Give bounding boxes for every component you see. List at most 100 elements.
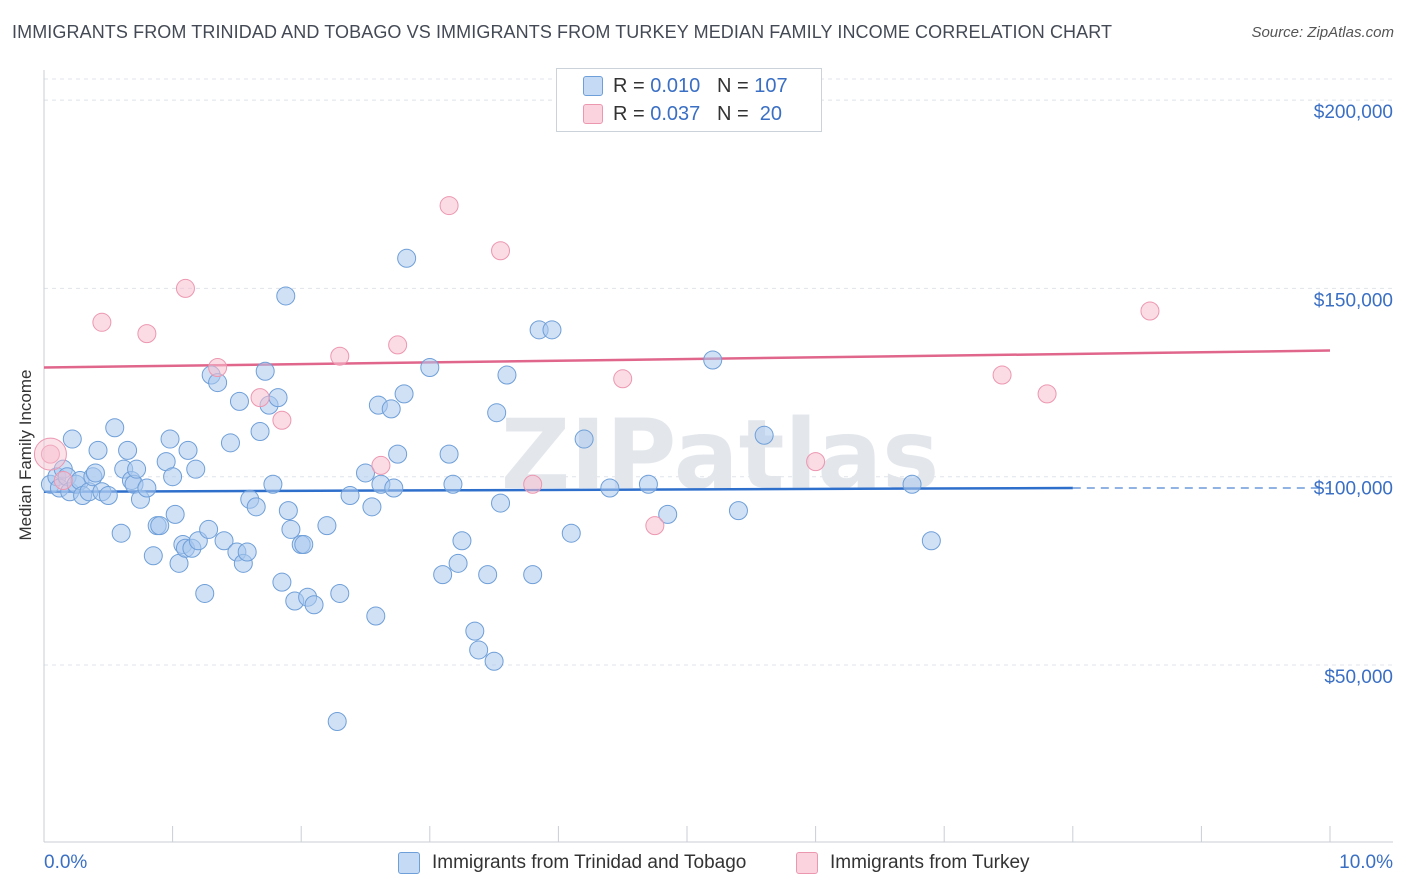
y-tick-label: $200,000 [1314,102,1393,123]
point-trinidad [448,553,468,573]
point-trinidad [237,542,257,562]
point-turkey [645,516,665,536]
point-turkey-large [33,437,67,471]
point-turkey [439,196,459,216]
series-legend: Immigrants from Trinidad and Tobago Immi… [0,852,1406,878]
point-trinidad [356,463,375,483]
point-trinidad [268,388,288,408]
point-trinidad [439,444,459,464]
r-label: R = [613,102,645,125]
point-trinidad [214,531,234,551]
point-trinidad [278,501,298,521]
point-trinidad [137,478,157,498]
point-trinidad [728,501,748,521]
point-trinidad [600,478,620,498]
point-trinidad [366,606,386,626]
point-trinidad [340,486,360,506]
n-label: N = [716,74,749,97]
legend-label-turkey: Immigrants from Turkey [830,852,1030,873]
point-trinidad [384,478,404,498]
point-trinidad [921,531,941,551]
point-trinidad [317,516,337,536]
source-label: Source: ZipAtlas.com [1251,24,1394,41]
y-tick-label: $50,000 [1324,667,1393,688]
point-trinidad [465,621,485,641]
point-trinidad [574,429,594,449]
point-trinidad [229,391,249,411]
point-trinidad [111,523,131,543]
legend-swatch-blue [583,76,603,96]
point-turkey [1037,384,1057,404]
point-turkey [250,388,270,408]
data-points [33,196,1160,731]
x-tick-label: 0.0% [44,852,87,873]
point-turkey [40,444,60,464]
point-trinidad [195,583,215,603]
point-trinidad [220,433,240,453]
point-trinidad [199,519,219,539]
point-trinidad [491,493,511,513]
point-trinidad [362,497,382,517]
point-trinidad [178,440,198,460]
point-trinidad [246,497,266,517]
point-trinidad [272,572,292,592]
trend-line-trinidad [43,486,1073,494]
point-turkey [208,358,228,378]
point-trinidad [433,565,453,585]
point-trinidad [394,384,414,404]
point-trinidad [163,467,183,487]
point-trinidad [388,444,408,464]
point-trinidad [443,474,463,494]
point-turkey [53,470,73,490]
point-trinidad [523,565,543,585]
point-trinidad [98,486,118,506]
legend-swatch-pink [796,852,818,874]
y-tick-label: $150,000 [1314,290,1393,311]
point-turkey [388,335,408,355]
watermark: ZIPatlas [501,399,940,511]
point-trinidad [452,531,472,551]
point-turkey [806,452,826,472]
point-trinidad [118,440,138,460]
chart-title: IMMIGRANTS FROM TRINIDAD AND TOBAGO VS I… [12,22,1113,42]
point-turkey [175,278,195,298]
n-label: N = [716,102,749,125]
point-trinidad [330,583,350,603]
point-trinidad [85,463,105,483]
point-turkey [523,474,543,494]
legend-swatch-blue [398,852,420,874]
point-trinidad [658,504,678,524]
point-trinidad [62,429,82,449]
point-trinidad [381,399,401,419]
point-trinidad [542,320,562,340]
point-trinidad [638,474,658,494]
point-trinidad [276,286,296,306]
point-trinidad [160,429,180,449]
legend-swatch-pink [583,104,603,124]
n-value-trinidad: 107 [754,74,788,97]
point-trinidad [150,516,170,536]
point-trinidad [281,519,301,539]
point-trinidad [902,474,922,494]
point-trinidad [186,459,206,479]
trend-lines [43,349,1331,494]
point-turkey [992,365,1012,385]
point-trinidad [105,418,125,438]
point-turkey [613,369,633,389]
point-trinidad [469,640,489,660]
n-value-turkey: 20 [759,102,783,125]
point-trinidad [250,422,270,442]
point-turkey [1140,301,1160,321]
trend-line-turkey [43,349,1331,369]
point-trinidad [397,248,417,268]
point-trinidad [143,546,163,566]
correlation-legend: R = 0.010 N = 107 R = 0.037 N = 20 [556,68,822,132]
point-trinidad [304,595,324,615]
point-trinidad [88,440,108,460]
point-trinidad [294,534,314,554]
r-label: R = [613,74,645,97]
point-turkey [371,455,391,475]
point-trinidad [703,350,723,370]
point-trinidad [420,358,440,378]
